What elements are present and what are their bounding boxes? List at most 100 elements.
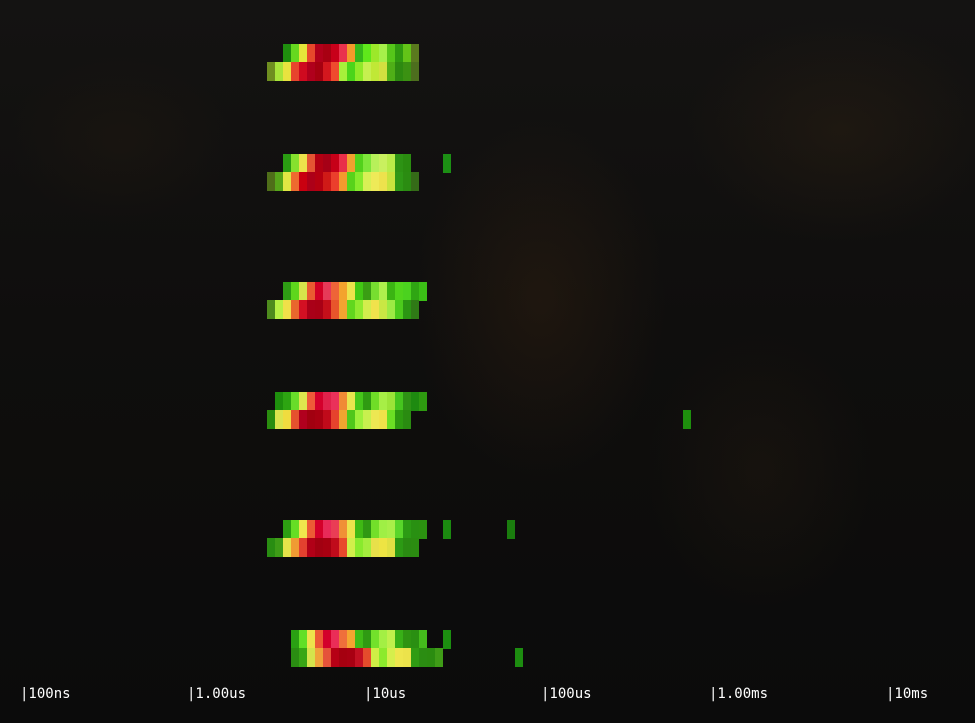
heatmap-cell <box>387 410 395 429</box>
heatmap-cell <box>371 630 379 649</box>
heatmap-cell <box>435 648 443 667</box>
heatmap-cell <box>299 44 307 63</box>
heatmap-cell <box>339 538 347 557</box>
heatmap-cell <box>395 648 403 667</box>
heatmap-cell <box>323 538 331 557</box>
heatmap-cell <box>315 44 323 63</box>
heatmap-cell <box>331 62 339 81</box>
heatmap-cell <box>411 520 419 539</box>
x-tick-label: |100ns <box>20 686 71 702</box>
heatmap-cell <box>339 648 347 667</box>
heatmap-cell <box>371 62 379 81</box>
heatmap-cell <box>323 630 331 649</box>
heatmap-cell <box>299 154 307 173</box>
heatmap-cell <box>339 410 347 429</box>
heatmap-cell <box>331 44 339 63</box>
heatmap-cell <box>283 44 291 63</box>
heatmap-cell <box>411 392 419 411</box>
heatmap-cell <box>283 154 291 173</box>
heatmap-cell <box>379 300 387 319</box>
heatmap-cell <box>323 300 331 319</box>
heatmap-cell <box>323 520 331 539</box>
heatmap-cell <box>315 282 323 301</box>
heatmap-cell <box>387 44 395 63</box>
heatmap-cell <box>403 44 411 63</box>
heatmap-cell <box>379 172 387 191</box>
heatmap-cell <box>363 392 371 411</box>
heatmap-cell <box>355 392 363 411</box>
heatmap-cell <box>363 520 371 539</box>
heatmap-cell <box>395 154 403 173</box>
heatmap-cell <box>395 172 403 191</box>
heatmap-cell <box>299 62 307 81</box>
heatmap-cell <box>371 44 379 63</box>
heatmap-cell <box>403 300 411 319</box>
heatmap-cell <box>267 538 275 557</box>
heatmap-cell <box>395 392 403 411</box>
heatmap-cell <box>355 630 363 649</box>
heatmap-cell <box>315 62 323 81</box>
heatmap-cell <box>411 172 419 191</box>
heatmap-cell <box>347 172 355 191</box>
x-tick-label: |1.00us <box>187 686 247 702</box>
heatmap-cell <box>331 172 339 191</box>
heatmap-cell <box>387 172 395 191</box>
heatmap-cell <box>307 630 315 649</box>
heatmap-cell <box>283 520 291 539</box>
heatmap-cell <box>427 648 435 667</box>
heatmap-cell <box>363 538 371 557</box>
heatmap-cell <box>307 282 315 301</box>
heatmap-cell <box>275 62 283 81</box>
heatmap-cell <box>323 172 331 191</box>
heatmap-cell <box>411 62 419 81</box>
heatmap-cell <box>291 154 299 173</box>
heatmap-cell <box>363 154 371 173</box>
heatmap-cell <box>267 410 275 429</box>
heatmap-cell <box>411 538 419 557</box>
heatmap-cell <box>339 630 347 649</box>
heatmap-cell <box>315 630 323 649</box>
heatmap-cell <box>275 410 283 429</box>
heatmap-cell <box>443 154 451 173</box>
heatmap-cell <box>355 300 363 319</box>
heatmap-cell <box>299 648 307 667</box>
heatmap-cell <box>363 44 371 63</box>
heatmap-cell <box>331 282 339 301</box>
heatmap-cell <box>347 538 355 557</box>
heatmap-row <box>0 520 975 557</box>
heatmap-cell <box>307 520 315 539</box>
heatmap-cell <box>379 282 387 301</box>
heatmap-cell <box>315 392 323 411</box>
heatmap-cell <box>379 62 387 81</box>
heatmap-cell <box>331 154 339 173</box>
heatmap-cell <box>331 520 339 539</box>
heatmap-cell <box>283 392 291 411</box>
heatmap-cell <box>371 538 379 557</box>
heatmap-cell <box>387 154 395 173</box>
x-tick-label: |10ms <box>886 686 929 702</box>
heatmap-cell <box>395 630 403 649</box>
heatmap-cell <box>315 520 323 539</box>
heatmap-cell <box>315 172 323 191</box>
heatmap-cell <box>411 630 419 649</box>
heatmap-cell <box>339 62 347 81</box>
heatmap-cell <box>347 410 355 429</box>
heatmap-cell <box>395 44 403 63</box>
heatmap-cell <box>355 282 363 301</box>
heatmap-cell <box>403 154 411 173</box>
heatmap-cell <box>387 648 395 667</box>
heatmap-cell <box>347 648 355 667</box>
heatmap-cell <box>515 648 523 667</box>
heatmap-cell <box>283 300 291 319</box>
heatmap-cell <box>275 538 283 557</box>
heatmap-cell <box>283 282 291 301</box>
heatmap-cell <box>347 62 355 81</box>
heatmap-cell <box>315 648 323 667</box>
heatmap-cell <box>411 648 419 667</box>
heatmap-cell <box>387 392 395 411</box>
heatmap-cell <box>379 410 387 429</box>
heatmap-cell <box>507 520 515 539</box>
heatmap-cell <box>307 172 315 191</box>
heatmap-cell <box>395 62 403 81</box>
